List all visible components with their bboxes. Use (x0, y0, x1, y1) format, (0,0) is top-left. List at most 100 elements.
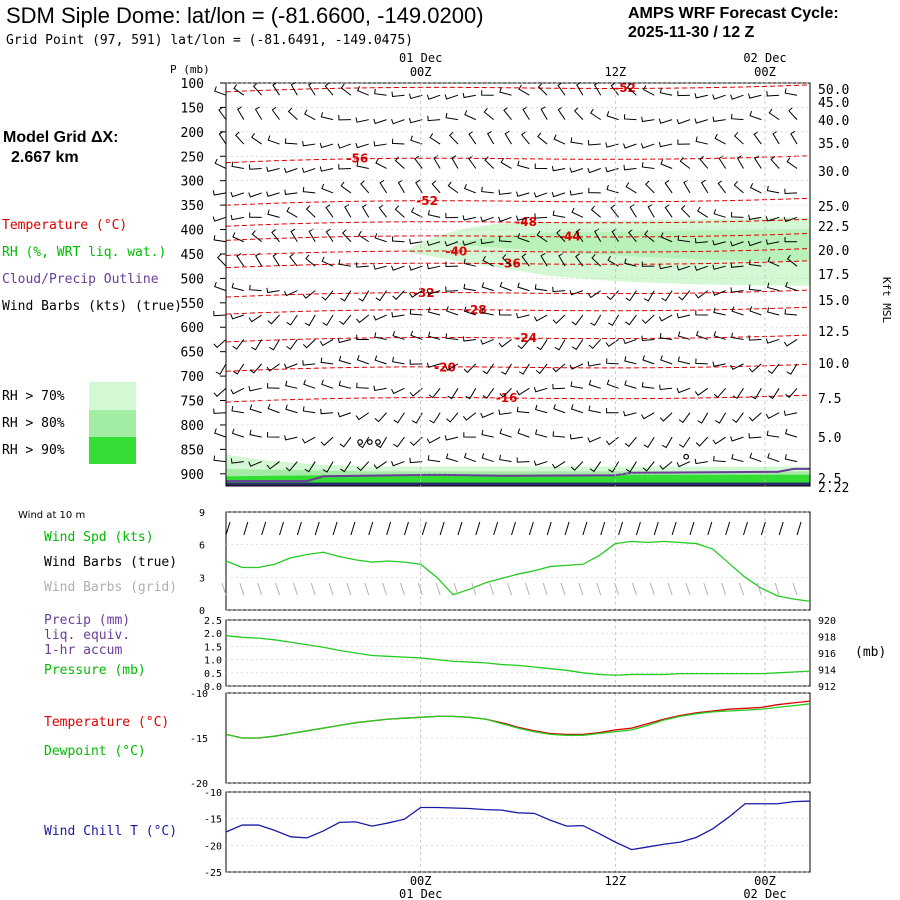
wind-barb (569, 190, 583, 196)
wind-barb (394, 156, 405, 169)
wind-barb (462, 336, 476, 342)
wind-barb (373, 385, 387, 392)
wind-barb (569, 289, 584, 296)
wind-barb (571, 207, 584, 218)
wind-barb (766, 91, 780, 97)
isotherm-9 (225, 334, 811, 343)
wind-barb (535, 404, 548, 414)
wind-barb (266, 461, 280, 470)
height-tick-6: 22.5 (818, 220, 849, 235)
wind-barb (712, 264, 726, 270)
wind10-barb-true (225, 521, 231, 536)
rh80-swatch (89, 410, 136, 437)
wind-barb (659, 332, 673, 340)
wind-barb (285, 380, 298, 389)
wind-barb (462, 412, 477, 421)
legend-dewpoint: Dewpoint (°C) (44, 744, 146, 759)
wind-barb (482, 363, 495, 375)
wind-barb (660, 159, 673, 169)
wind-barb (213, 387, 227, 397)
wind-barb (753, 131, 762, 145)
wind-barb (590, 108, 602, 121)
wind-barb (678, 436, 691, 448)
wind-barb (536, 230, 548, 243)
wind-barb (266, 287, 280, 294)
wind-barb (754, 155, 762, 169)
wind10-barb-true (421, 521, 427, 536)
wind-barb (408, 265, 423, 271)
wind-ytick-0: 0 (199, 606, 205, 617)
wind-barb (589, 461, 602, 473)
wind10-barb-grid (489, 582, 495, 596)
wind-barb (658, 141, 673, 148)
wind-barb (290, 228, 298, 243)
wind-barb (338, 355, 352, 365)
wind-barb (784, 454, 798, 463)
wind-barb (231, 428, 245, 438)
height-tick-2: 40.0 (818, 114, 849, 129)
precip-ytick-3: 1.5 (204, 642, 222, 653)
wind-barb (499, 428, 512, 438)
wind-barb (570, 137, 583, 145)
cloud-marker-2 (375, 439, 381, 445)
wind-barb (481, 307, 494, 316)
rh80-region (453, 229, 810, 262)
wind-barb (267, 383, 280, 389)
wind-barb (537, 83, 548, 96)
pressure-tick-750: 750 (181, 395, 204, 410)
wind-barb (554, 339, 566, 351)
wind-barb (373, 461, 387, 470)
wind-barb (358, 436, 370, 449)
wind-barb (319, 166, 334, 172)
wind-barb (715, 412, 727, 424)
wind-barb (212, 190, 227, 196)
wind-barb (499, 387, 512, 398)
isotherm-label-7: -32 (413, 286, 435, 300)
wind-barb (606, 290, 619, 301)
wind-barb (501, 254, 512, 267)
wind10-barb-grid (399, 582, 405, 596)
wind-barb (606, 379, 619, 389)
wind10-barb-grid (756, 582, 762, 596)
wind-barb (733, 132, 744, 145)
wind-barb (444, 363, 459, 371)
wind-barb (338, 164, 351, 170)
wind-barb (788, 107, 798, 120)
wind-barb (321, 256, 334, 267)
wind10-barb-true (600, 521, 606, 536)
wind-barb (426, 436, 441, 444)
wind-barb (784, 188, 798, 195)
wind-barb (676, 313, 691, 319)
wind-barb (623, 143, 637, 149)
wind10-barb-grid (292, 582, 298, 596)
wind-barb (465, 388, 477, 400)
wind10-barb-grid (739, 582, 744, 596)
wind-barb (552, 314, 566, 324)
wind-barb (284, 189, 298, 195)
wind-barb (516, 215, 530, 221)
pressure-ytick-914: 914 (818, 666, 836, 677)
wind-barb (628, 229, 637, 243)
wind-barb (552, 431, 566, 438)
wind-barb (391, 265, 405, 271)
wind-barb (414, 155, 423, 169)
wind-barb (717, 180, 727, 194)
cloud-marker-3 (683, 453, 690, 460)
wind-barb (283, 363, 298, 369)
wind-barb (534, 284, 548, 292)
wind-barb (712, 436, 726, 445)
wind-barb (446, 306, 459, 316)
wind-barb (213, 408, 227, 414)
wind-barb (232, 339, 245, 350)
wind-barb (374, 88, 387, 96)
wind-barb (624, 436, 637, 448)
wind-barb (747, 240, 762, 247)
wind-barb (304, 314, 316, 327)
wind-barb (570, 461, 584, 471)
wind-barb (233, 84, 245, 96)
wind-barb (676, 461, 691, 468)
wind10-barb-grid (792, 582, 798, 596)
wind-barb (516, 457, 530, 463)
wind-barb (783, 339, 798, 347)
isotherm-10 (225, 363, 811, 372)
